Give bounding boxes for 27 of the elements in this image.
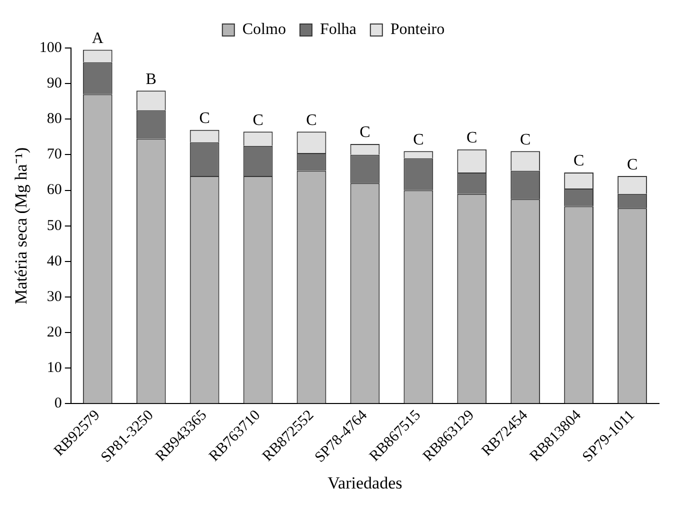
y-tick-label: 0 [54, 396, 62, 412]
annotation: C [626, 156, 638, 174]
annotation: C [413, 131, 424, 148]
y-tick-label: 10 [46, 360, 62, 376]
x-axis-title: Variedades [328, 473, 402, 492]
annotation: B [146, 70, 156, 88]
annotation: C [573, 152, 584, 170]
y-tick-label: 60 [46, 182, 62, 198]
annotation: C [252, 112, 264, 129]
y-tick-label: 20 [46, 324, 62, 341]
y-tick-label: 70 [46, 146, 62, 163]
y-tick-label: 40 [46, 253, 62, 270]
legend-label: Folha [320, 21, 356, 38]
y-tick-label: 80 [46, 111, 62, 128]
legend-label: Colmo [242, 21, 286, 38]
y-tick-label: 90 [46, 76, 62, 92]
y-tick-label: 50 [46, 218, 62, 234]
y-tick-label: 100 [39, 40, 62, 56]
annotation: C [520, 131, 531, 148]
y-axis-title: Matéria seca (Mg ha⁻¹) [12, 147, 31, 304]
y-tick-label: 30 [46, 288, 62, 305]
annotation: C [360, 124, 370, 142]
annotation: A [92, 30, 104, 47]
annotation: C [466, 130, 478, 147]
legend-label: Ponteiro [390, 21, 445, 38]
annotation: C [306, 112, 317, 129]
annotation: C [199, 110, 210, 128]
